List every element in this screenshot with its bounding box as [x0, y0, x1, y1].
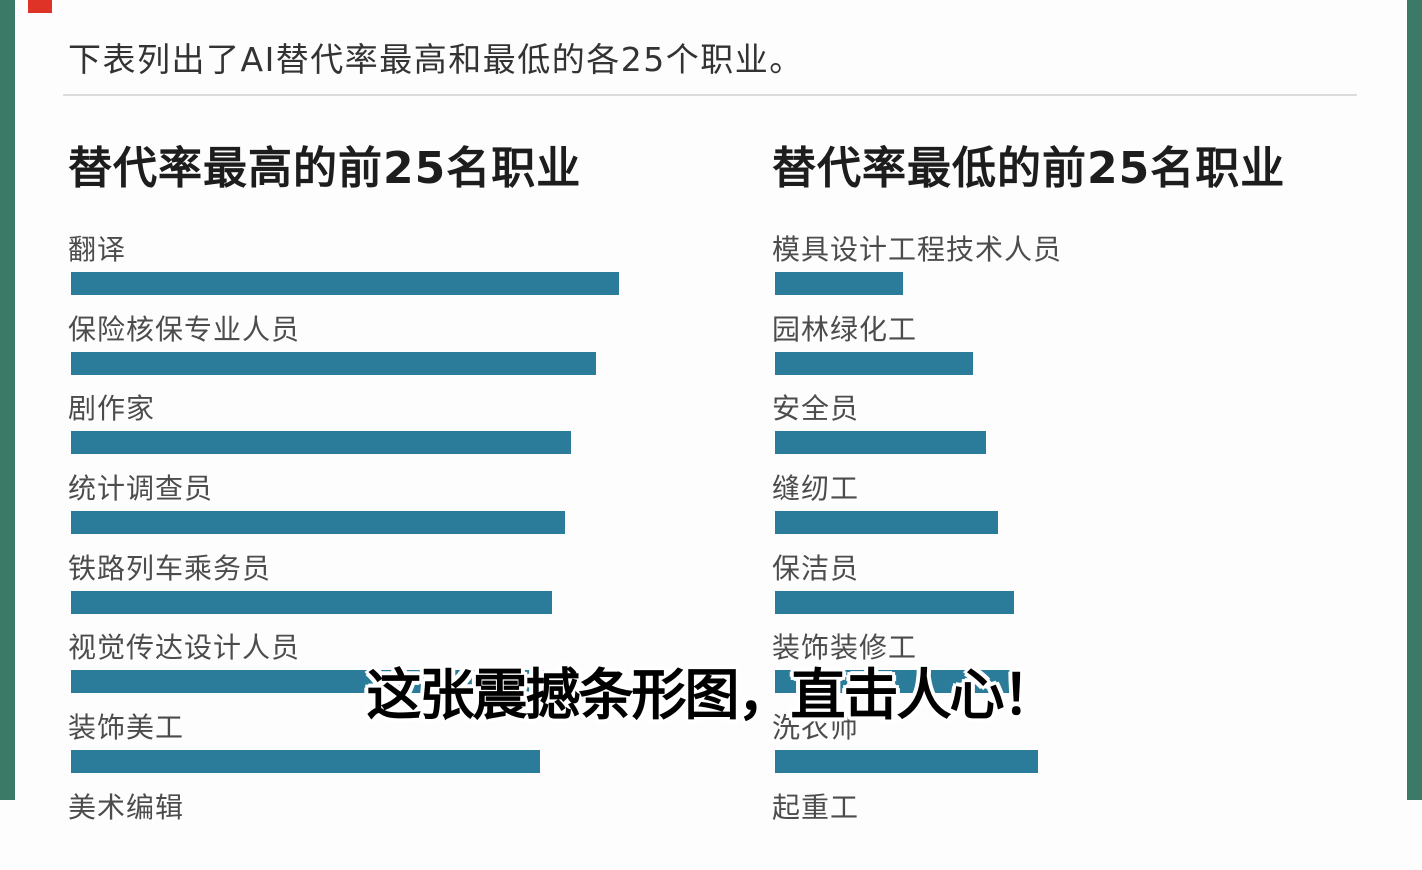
replacement-bar: [775, 272, 903, 295]
overlay-caption: 这张震撼条形图，直击人心！: [366, 663, 1057, 727]
lowest-replacement-column: 替代率最低的前25名职业 模具设计工程技术人员 园林绿化工 安全员 缝纫工 保洁…: [772, 143, 1412, 824]
occupation-row: 翻译: [68, 232, 708, 312]
left-edge-strip: [0, 0, 15, 800]
occupation-label: 装饰装修工: [772, 631, 918, 665]
occupation-row: 统计调查员: [68, 471, 708, 551]
lowest-replacement-rows: 模具设计工程技术人员 园林绿化工 安全员 缝纫工 保洁员 装饰装修工 洗衣师: [772, 232, 1412, 870]
occupation-label: 缝纫工: [772, 472, 860, 506]
replacement-bar: [71, 590, 552, 614]
replacement-bar: [775, 511, 998, 535]
right-edge-strip: [1407, 0, 1422, 800]
replacement-bar: [71, 750, 540, 774]
occupation-row: 铁路列车乘务员: [68, 551, 708, 631]
occupation-label: 保险核保专业人员: [68, 312, 301, 346]
column-title-lowest: 替代率最低的前25名职业: [772, 143, 1286, 194]
occupation-label: 铁路列车乘务员: [68, 551, 272, 585]
occupation-label: 翻译: [68, 233, 127, 266]
occupation-label: 园林绿化工: [772, 312, 918, 346]
replacement-bar: [71, 431, 571, 455]
occupation-row: 保险核保专业人员: [68, 312, 708, 392]
occupation-label: 美术编辑: [68, 790, 185, 824]
replacement-bar: [71, 351, 596, 375]
occupation-row: 保洁员: [772, 551, 1412, 631]
occupation-row: 园林绿化工: [772, 312, 1412, 392]
occupation-row: 缝纫工: [772, 471, 1412, 551]
replacement-bar: [775, 431, 986, 455]
replacement-bar: [775, 351, 973, 375]
occupation-label: 安全员: [772, 392, 860, 426]
occupation-row: 装饰装修工: [772, 630, 1412, 710]
occupation-label: 保洁员: [772, 551, 860, 585]
occupation-label: 洗衣师: [772, 711, 860, 745]
occupation-label: 剧作家: [68, 392, 156, 426]
occupation-row: 美术编辑: [68, 790, 708, 870]
occupation-row: 安全员: [772, 391, 1412, 471]
occupation-label: 起重工: [772, 790, 860, 824]
occupation-row: 装饰美工: [68, 710, 708, 790]
occupation-row: 视觉传达设计人员: [68, 630, 708, 710]
occupation-label: 统计调查员: [68, 472, 214, 506]
divider: [63, 94, 1357, 96]
occupation-row: 洗衣师: [772, 710, 1412, 790]
highest-replacement-column: 替代率最高的前25名职业 翻译 保险核保专业人员 剧作家 统计调查员 铁路列车乘…: [68, 143, 708, 824]
replacement-bar: [775, 590, 1014, 614]
replacement-bar: [71, 272, 619, 295]
replacement-bar: [775, 670, 1015, 694]
occupation-label: 装饰美工: [68, 711, 185, 745]
occupation-label: 视觉传达设计人员: [68, 631, 301, 665]
occupation-row: 剧作家: [68, 391, 708, 471]
intro-sentence: 下表列出了AI替代率最高和最低的各25个职业。: [68, 40, 804, 79]
replacement-bar: [775, 750, 1038, 774]
occupation-row: 模具设计工程技术人员: [772, 232, 1412, 312]
highest-replacement-rows: 翻译 保险核保专业人员 剧作家 统计调查员 铁路列车乘务员 视觉传达设计人员 装…: [68, 232, 708, 870]
occupation-row: 起重工: [772, 790, 1412, 870]
occupation-label: 模具设计工程技术人员: [772, 233, 1063, 266]
replacement-bar: [71, 511, 565, 535]
column-title-highest: 替代率最高的前25名职业: [68, 143, 582, 194]
red-marker: [28, 0, 52, 13]
replacement-bar: [71, 670, 544, 694]
